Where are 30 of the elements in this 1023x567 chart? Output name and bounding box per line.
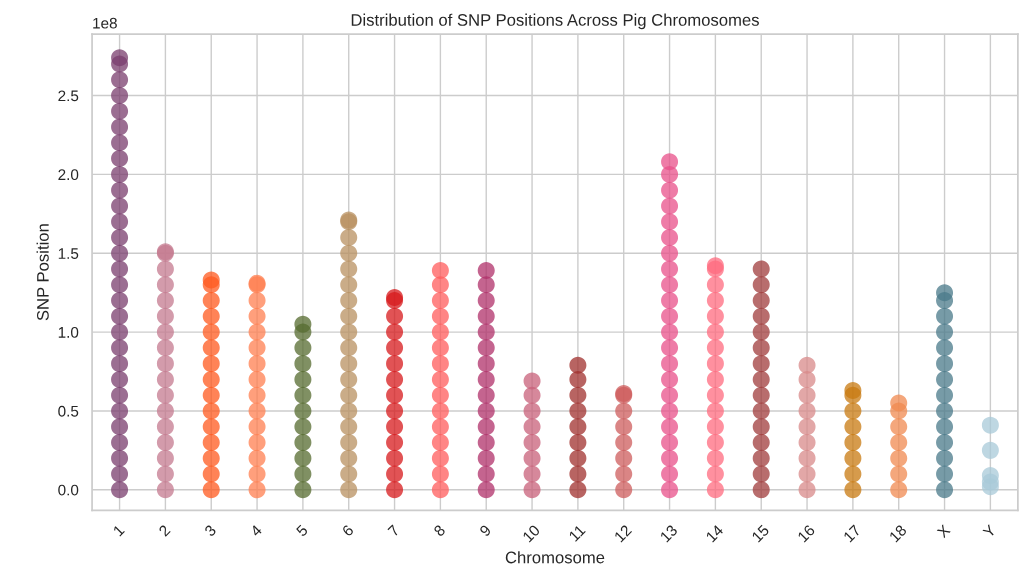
y-tick-label: 0.0	[58, 484, 79, 496]
chart-title: Distribution of SNP Positions Across Pig Chromosomes	[351, 13, 759, 30]
x-tick-label: 7	[387, 524, 400, 537]
x-tick-label: 9	[478, 524, 492, 537]
x-tick-label: Y	[982, 524, 997, 539]
x-tick-label: X	[936, 524, 951, 539]
x-tick-label: 1	[112, 524, 125, 537]
x-tick-label: 12	[613, 524, 632, 543]
x-tick-label: 11	[568, 524, 586, 542]
x-tick-label: 18	[888, 524, 908, 543]
x-tick-label: 6	[341, 524, 355, 537]
x-tick-label: 16	[797, 524, 816, 543]
x-tick-label: 5	[295, 524, 309, 538]
y-tick-label: 2.0	[58, 169, 79, 181]
x-tick-label: 3	[203, 524, 217, 538]
y-tick-label: 1.5	[58, 248, 79, 259]
text: 1e8	[93, 17, 117, 29]
x-tick-label: 13	[659, 524, 678, 543]
x-axis-title: Chromosome	[505, 551, 605, 564]
y-tick-label: 2.5	[58, 90, 79, 102]
x-tick-label: 14	[705, 524, 724, 543]
y-tick-label: 1.0	[58, 326, 79, 338]
y-tick-label: 0.5	[58, 405, 79, 417]
x-tick-label: 4	[249, 524, 263, 538]
x-tick-label: 15	[751, 524, 770, 543]
y-axis-title: SNP Position	[36, 224, 49, 321]
x-tick-label: 17	[843, 524, 862, 543]
x-tick-label: 10	[522, 524, 541, 543]
x-tick-label: 8	[433, 524, 446, 537]
x-tick-label: 2	[158, 524, 171, 537]
